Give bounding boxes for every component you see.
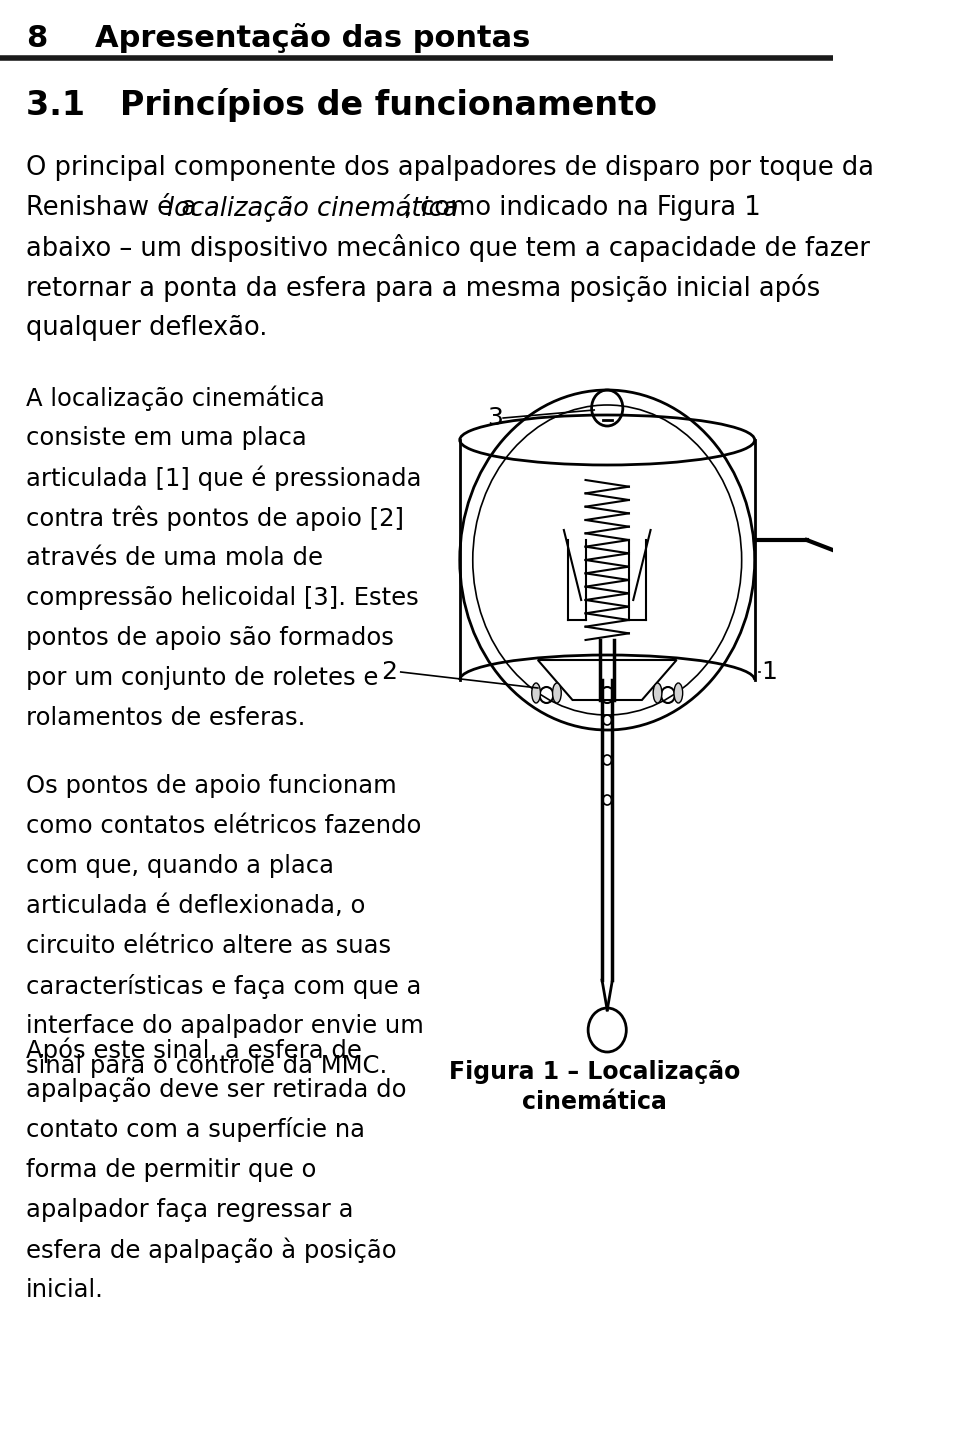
Text: como contatos elétricos fazendo: como contatos elétricos fazendo — [26, 814, 421, 839]
Text: esfera de apalpação à posição: esfera de apalpação à posição — [26, 1238, 396, 1262]
Text: retornar a ponta da esfera para a mesma posição inicial após: retornar a ponta da esfera para a mesma … — [26, 274, 820, 302]
Text: através de uma mola de: através de uma mola de — [26, 546, 323, 570]
Text: sinal para o controle da MMC.: sinal para o controle da MMC. — [26, 1053, 387, 1078]
Text: apalpador faça regressar a: apalpador faça regressar a — [26, 1199, 353, 1222]
Text: forma de permitir que o: forma de permitir que o — [26, 1158, 317, 1183]
Text: inicial.: inicial. — [26, 1278, 104, 1302]
Text: rolamentos de esferas.: rolamentos de esferas. — [26, 707, 305, 730]
Text: consiste em uma placa: consiste em uma placa — [26, 427, 307, 450]
Text: por um conjunto de roletes e: por um conjunto de roletes e — [26, 666, 378, 691]
Text: articulada é deflexionada, o: articulada é deflexionada, o — [26, 894, 366, 918]
Text: com que, quando a placa: com que, quando a placa — [26, 855, 334, 878]
Ellipse shape — [553, 683, 562, 702]
Text: 3: 3 — [488, 406, 503, 429]
Text: Apresentação das pontas: Apresentação das pontas — [95, 23, 531, 54]
Text: Os pontos de apoio funcionam: Os pontos de apoio funcionam — [26, 773, 396, 798]
Text: características e faça com que a: características e faça com que a — [26, 974, 421, 998]
Ellipse shape — [674, 683, 683, 702]
Text: Renishaw é a: Renishaw é a — [26, 194, 205, 221]
Ellipse shape — [653, 683, 661, 702]
Text: Após este sinal, a esfera de: Após este sinal, a esfera de — [26, 1037, 362, 1062]
Text: cinemática: cinemática — [522, 1090, 666, 1114]
Text: A localização cinemática: A localização cinemática — [26, 386, 324, 411]
Text: interface do apalpador envie um: interface do apalpador envie um — [26, 1014, 423, 1037]
Text: 3.1   Princípios de funcionamento: 3.1 Princípios de funcionamento — [26, 89, 657, 122]
Text: compressão helicoidal [3]. Estes: compressão helicoidal [3]. Estes — [26, 586, 419, 609]
Text: Figura 1 – Localização: Figura 1 – Localização — [448, 1061, 740, 1084]
Text: 2: 2 — [381, 660, 397, 683]
Text: pontos de apoio são formados: pontos de apoio são formados — [26, 625, 394, 650]
Text: localização cinemática: localização cinemática — [166, 194, 458, 222]
Text: contato com a superfície na: contato com a superfície na — [26, 1117, 365, 1142]
Text: 1: 1 — [761, 660, 778, 683]
Text: qualquer deflexão.: qualquer deflexão. — [26, 315, 268, 341]
Ellipse shape — [532, 683, 540, 702]
Text: articulada [1] que é pressionada: articulada [1] que é pressionada — [26, 466, 421, 490]
Text: 8: 8 — [26, 23, 47, 52]
Text: , como indicado na Figura 1: , como indicado na Figura 1 — [404, 194, 761, 221]
Text: abaixo – um dispositivo mecânico que tem a capacidade de fazer: abaixo – um dispositivo mecânico que tem… — [26, 234, 870, 263]
Text: contra três pontos de apoio [2]: contra três pontos de apoio [2] — [26, 505, 404, 531]
Text: O principal componente dos apalpadores de disparo por toque da: O principal componente dos apalpadores d… — [26, 155, 874, 181]
Text: circuito elétrico altere as suas: circuito elétrico altere as suas — [26, 934, 391, 958]
Text: apalpação deve ser retirada do: apalpação deve ser retirada do — [26, 1078, 406, 1103]
